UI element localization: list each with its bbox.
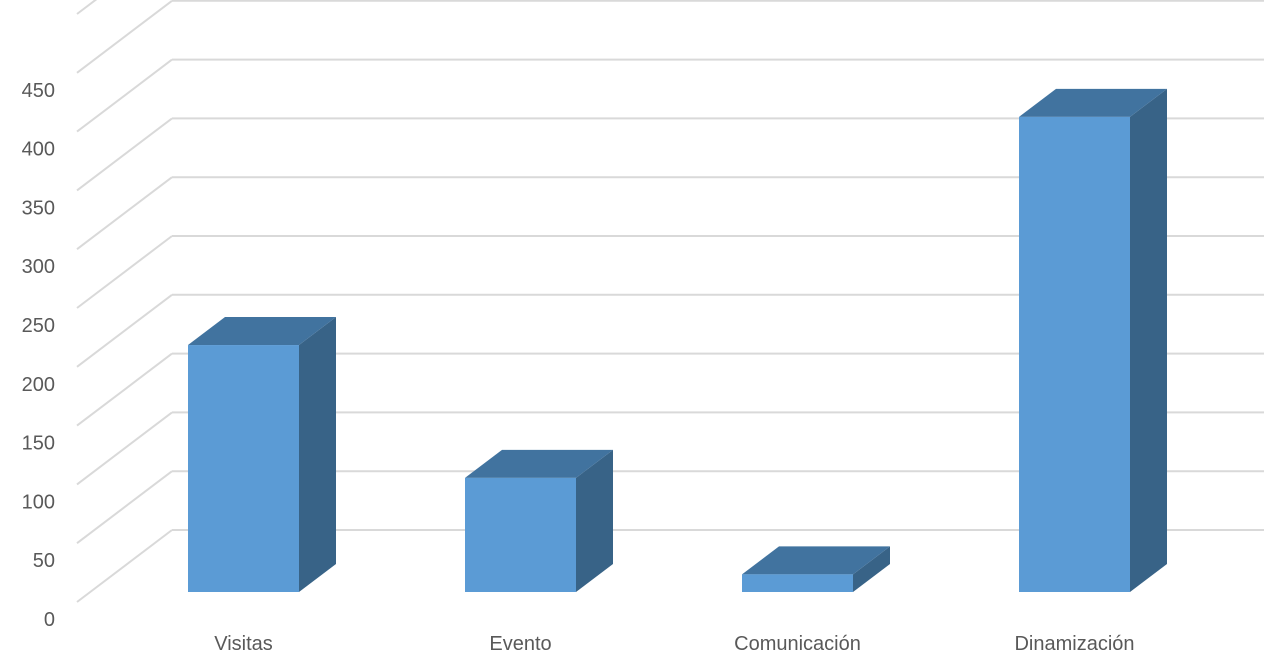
y-tick-label: 400 — [22, 139, 55, 161]
gridline-diagonal — [76, 411, 173, 486]
x-category-label: Comunicación — [734, 633, 861, 655]
y-tick-label: 350 — [22, 197, 55, 219]
bar-front — [188, 345, 299, 592]
bars — [188, 88, 1167, 593]
bar-top — [188, 317, 336, 346]
bar-top — [1019, 88, 1167, 117]
gridline-diagonal — [76, 294, 173, 368]
y-tick-label: 250 — [22, 315, 55, 337]
gridline-diagonal — [76, 529, 173, 603]
bar — [1019, 88, 1167, 593]
bar-side — [853, 546, 890, 592]
gridline-diagonal — [76, 352, 173, 427]
gridline-diagonal — [76, 0, 173, 74]
y-tick-label: 100 — [22, 491, 55, 513]
gridline-diagonal — [76, 58, 173, 133]
y-axis-tick-labels: 0 50 100 150 200 250 300 350 400 450 — [22, 80, 55, 631]
y-tick-label: 300 — [22, 256, 55, 278]
bar-side — [576, 449, 613, 592]
bar-front — [742, 574, 853, 592]
bar — [742, 546, 890, 592]
y-tick-label: 450 — [22, 80, 55, 102]
gridline-diagonal — [76, 0, 98, 15]
bar-top — [742, 546, 890, 575]
x-axis-category-labels: Visitas Evento Comunicación Dinamización — [214, 633, 1134, 655]
bar-top — [465, 449, 613, 478]
bar-side — [1130, 88, 1167, 593]
x-category-label: Visitas — [214, 633, 273, 655]
y-tick-label: 50 — [33, 550, 55, 572]
y-tick-label: 200 — [22, 374, 55, 396]
bar-side — [299, 317, 336, 592]
x-category-label: Dinamización — [1014, 633, 1134, 655]
bar-front — [1019, 116, 1130, 593]
gridline-diagonal — [76, 117, 173, 192]
y-tick-label: 150 — [22, 433, 55, 455]
gridline-diagonal — [76, 176, 173, 250]
bar — [188, 317, 336, 592]
gridline-diagonal — [76, 235, 173, 309]
x-category-label: Evento — [489, 633, 551, 655]
bar-front — [465, 477, 576, 592]
bar — [465, 449, 613, 592]
gridline-diagonal — [76, 470, 173, 544]
y-tick-label: 0 — [44, 609, 55, 631]
